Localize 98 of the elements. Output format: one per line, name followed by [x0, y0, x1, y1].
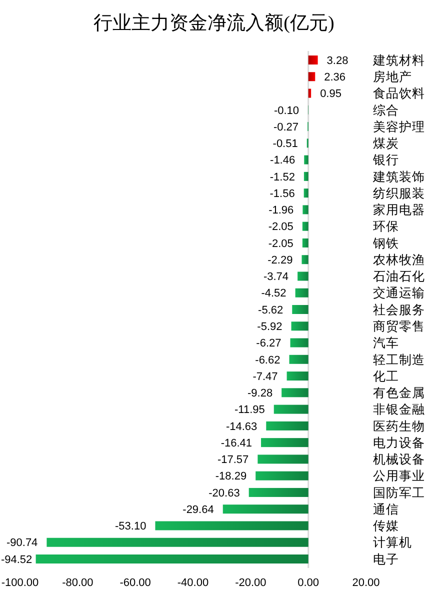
bar [295, 288, 308, 298]
data-label: -0.27 [273, 121, 299, 134]
y-tick-label: 石油石化 [373, 270, 425, 284]
bar [308, 72, 316, 82]
data-label: -14.63 [226, 420, 258, 433]
data-label: -6.62 [255, 354, 280, 366]
data-label: -18.29 [215, 470, 247, 483]
y-tick-label: 钢铁 [372, 236, 399, 250]
bar [298, 272, 308, 281]
data-label: -16.41 [220, 437, 252, 450]
data-label: -0.10 [274, 104, 300, 117]
bar [291, 322, 308, 331]
bar [256, 471, 308, 480]
bar [304, 172, 308, 181]
bar [302, 238, 308, 248]
y-tick-label: 建筑材料 [372, 53, 425, 68]
y-tick-label: 建筑装饰 [372, 170, 425, 184]
data-label: -5.62 [258, 304, 284, 316]
y-tick-label: 计算机 [373, 536, 412, 550]
data-label: -11.95 [234, 404, 265, 416]
data-label: -2.05 [268, 238, 294, 250]
bar [46, 538, 308, 547]
data-label: 3.28 [326, 54, 348, 67]
data-label: -1.56 [270, 188, 295, 200]
x-tick-label: -80.00 [62, 577, 94, 589]
y-tick-label: 非银金融 [373, 402, 425, 417]
y-tick-label: 煤炭 [373, 136, 399, 151]
x-tick-label: -100.00 [1, 577, 39, 589]
bar [292, 305, 308, 314]
data-label: -17.57 [217, 454, 249, 466]
data-label: 2.36 [324, 71, 346, 84]
bar [289, 354, 308, 364]
data-label: -2.05 [268, 221, 294, 234]
y-tick-label: 社会服务 [373, 302, 425, 317]
bar [258, 454, 308, 464]
data-label: -4.52 [261, 288, 286, 300]
data-label: -3.74 [263, 271, 289, 284]
y-tick-label: 商贸零售 [373, 320, 425, 334]
y-tick-label: 房地产 [373, 69, 412, 84]
y-tick-label: 综合 [373, 103, 399, 118]
y-tick-label: 家用电器 [373, 202, 425, 218]
bar [222, 504, 308, 514]
y-tick-label: 汽车 [373, 336, 399, 350]
bar [308, 88, 312, 98]
data-label: -20.63 [208, 487, 240, 500]
y-tick-label: 电子 [373, 552, 399, 566]
y-tick-label: 化工 [373, 369, 399, 384]
bar [155, 521, 308, 530]
y-tick-label: 公用事业 [373, 469, 425, 484]
bar [261, 438, 308, 448]
bar [304, 155, 308, 164]
data-label: -6.27 [256, 338, 282, 350]
data-label: -5.92 [257, 320, 282, 333]
data-label: -1.96 [268, 204, 294, 217]
bar [36, 554, 308, 564]
y-tick-label: 美容护理 [373, 118, 425, 134]
y-tick-label: 轻工制造 [373, 352, 425, 367]
y-tick-label: 银行 [372, 153, 399, 168]
bar [282, 388, 308, 398]
x-tick-label: -40.00 [177, 577, 209, 589]
bar [302, 255, 308, 264]
x-tick-label: 0.00 [298, 577, 320, 589]
bar [308, 56, 318, 64]
data-label: -1.46 [270, 154, 296, 167]
y-tick-label: 交通运输 [373, 285, 425, 300]
bar [286, 372, 308, 381]
bar [302, 205, 308, 214]
y-tick-label: 传媒 [373, 519, 399, 534]
data-label: 0.95 [320, 88, 342, 100]
data-label: -0.51 [272, 138, 298, 150]
bar [302, 222, 308, 231]
data-label: -9.28 [248, 388, 273, 400]
x-tick-label: 20.00 [352, 577, 380, 589]
y-tick-label: 医药生物 [373, 419, 425, 434]
data-label: -53.10 [115, 520, 146, 533]
y-tick-label: 电力设备 [373, 436, 425, 450]
x-tick-label: -60.00 [120, 577, 151, 589]
x-tick-label: -20.00 [235, 577, 266, 589]
bar [274, 404, 308, 414]
bar [304, 188, 308, 198]
data-label: -2.29 [268, 254, 293, 266]
y-tick-label: 有色金属 [373, 386, 425, 400]
chart-title: 行业主力资金净流入额(亿元) [94, 12, 334, 34]
data-label: -94.52 [0, 554, 32, 566]
y-tick-label: 通信 [373, 502, 399, 516]
y-tick-label: 国防军工 [373, 486, 425, 500]
data-label: -90.74 [6, 537, 38, 550]
data-label: -29.64 [182, 504, 214, 516]
bar [266, 421, 308, 430]
data-label: -1.52 [270, 171, 295, 184]
y-tick-label: 农林牧渔 [373, 252, 425, 267]
y-tick-label: 纺织服装 [373, 186, 425, 200]
data-label: -7.47 [252, 370, 278, 383]
y-tick-label: 机械设备 [373, 452, 425, 467]
bar [290, 338, 308, 348]
y-tick-label: 环保 [373, 220, 399, 234]
y-tick-label: 食品饮料 [373, 86, 425, 101]
bar [248, 488, 308, 497]
